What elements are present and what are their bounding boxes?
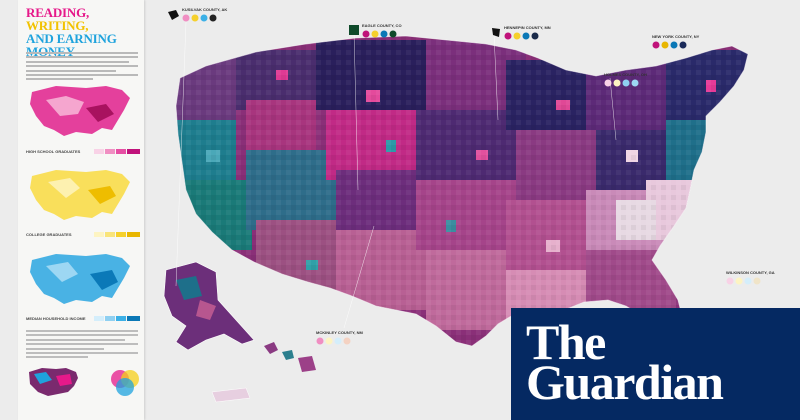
callout-eagle-dots (362, 30, 397, 38)
callout-eagle-label: EAGLE COUNTY, CO (362, 23, 402, 28)
info-panel: READING, WRITING, AND EARNING MONEY HIGH… (18, 0, 144, 420)
callout-hennepin-label: HENNEPIN COUNTY, MN (504, 25, 551, 30)
county-silhouette-icon (168, 10, 179, 20)
mini-map-high-school (30, 86, 130, 136)
county-silhouette-icon (492, 28, 500, 37)
title-line-1: READING, (26, 5, 90, 20)
legend-college: COLLEGE GRADUATES (26, 231, 140, 239)
legend-high-school: HIGH SCHOOL GRADUATES (26, 148, 140, 156)
callout-holmes-label: HOLMES COUNTY, OH (604, 72, 647, 77)
legend-high-school-scale (94, 149, 140, 154)
poster-title: READING, WRITING, AND EARNING MONEY (26, 6, 144, 58)
callout-kusilvak-label: KUSILVAK COUNTY, AK (182, 7, 228, 12)
callout-hennepin-dots (504, 32, 539, 40)
callout-new-york-dots (652, 41, 687, 49)
title-line-3: AND EARNING MONEY (26, 31, 117, 58)
legend-college-label: COLLEGE GRADUATES (26, 232, 72, 237)
legend-income-label: MEDIAN HOUSEHOLD INCOME (26, 316, 86, 321)
callout-mckinley-label: MCKINLEY COUNTY, NM (316, 330, 363, 335)
callout-holmes-dots (604, 79, 639, 87)
legend-high-school-label: HIGH SCHOOL GRADUATES (26, 149, 81, 154)
county-silhouette-icon (349, 25, 359, 35)
intro-paragraph (26, 52, 138, 83)
mini-map-college (30, 170, 130, 220)
legend-college-scale (94, 232, 140, 237)
callout-mckinley-dots (316, 337, 351, 345)
callout-kusilvak-dots (182, 14, 217, 22)
color-mix-venn (111, 370, 139, 396)
guardian-logo: The Guardian (511, 308, 800, 420)
mini-map-income (30, 254, 130, 304)
guardian-logo-line-1: The (526, 314, 606, 370)
guardian-logo-line-2: Guardian (526, 354, 724, 410)
us-county-map (163, 21, 749, 403)
method-paragraph (26, 330, 138, 361)
legend-income: MEDIAN HOUSEHOLD INCOME (26, 315, 140, 323)
callout-new-york-label: NEW YORK COUNTY, NY (652, 34, 700, 39)
callout-wilkinson-label: WILKINSON COUNTY, GA (726, 270, 775, 275)
mini-map-combined (29, 368, 78, 396)
legend-income-scale (94, 316, 140, 321)
title-line-2: WRITING, (26, 18, 89, 33)
callout-wilkinson-dots (726, 277, 761, 285)
